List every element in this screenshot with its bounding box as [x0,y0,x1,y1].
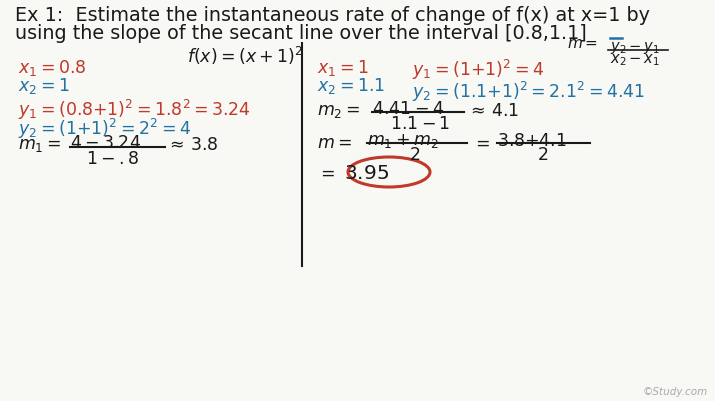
Text: $=$: $=$ [317,164,335,182]
Text: $4-3.24$: $4-3.24$ [70,134,141,152]
Text: $m=$: $m=$ [317,134,352,152]
Text: $f(x)=(x+1)^2$: $f(x)=(x+1)^2$ [187,45,303,67]
Text: $\approx\,3.8$: $\approx\,3.8$ [166,136,218,154]
Text: $3.8{+}4.1$: $3.8{+}4.1$ [497,132,567,150]
Text: $x_1=0.8$: $x_1=0.8$ [18,58,86,78]
Text: $m_2=$: $m_2=$ [317,102,360,120]
Text: $y_1=(0.8{+}1)^2=1.8^2=3.24$: $y_1=(0.8{+}1)^2=1.8^2=3.24$ [18,98,250,122]
Text: $m_1=$: $m_1=$ [18,136,61,154]
Text: $y_1=(1{+}1)^2=4$: $y_1=(1{+}1)^2=4$ [412,58,544,82]
Text: $m_1+m_2$: $m_1+m_2$ [367,132,439,150]
Text: $x_2=1.1$: $x_2=1.1$ [317,76,385,96]
Text: $=$: $=$ [472,134,490,152]
Text: $3.95$: $3.95$ [344,164,389,182]
Text: $y_2-y_1$: $y_2-y_1$ [610,40,660,56]
Text: $4.41-4$: $4.41-4$ [372,100,444,118]
Text: ©Study.com: ©Study.com [643,386,708,396]
Text: using the slope of the secant line over the interval [0.8,1.1]: using the slope of the secant line over … [15,24,587,43]
Text: $1-.8$: $1-.8$ [86,150,139,168]
Text: $x_1=1$: $x_1=1$ [317,58,369,78]
Text: $y_2=(1{+}1)^2=2^2=4$: $y_2=(1{+}1)^2=2^2=4$ [18,117,191,141]
Text: $2$: $2$ [537,146,548,164]
Text: $\approx\,4.1$: $\approx\,4.1$ [467,102,519,120]
Text: $y_2=(1.1{+}1)^2=2.1^2=4.41$: $y_2=(1.1{+}1)^2=2.1^2=4.41$ [412,80,645,104]
Text: Ex 1:  Estimate the instantaneous rate of change of f(x) at x=1 by: Ex 1: Estimate the instantaneous rate of… [15,6,650,25]
Text: $x_2-x_1$: $x_2-x_1$ [610,52,660,67]
Text: $1.1-1$: $1.1-1$ [390,115,450,133]
Text: $m=$: $m=$ [567,36,598,51]
Text: $2$: $2$ [409,146,420,164]
Text: $x_2=1$: $x_2=1$ [18,76,69,96]
